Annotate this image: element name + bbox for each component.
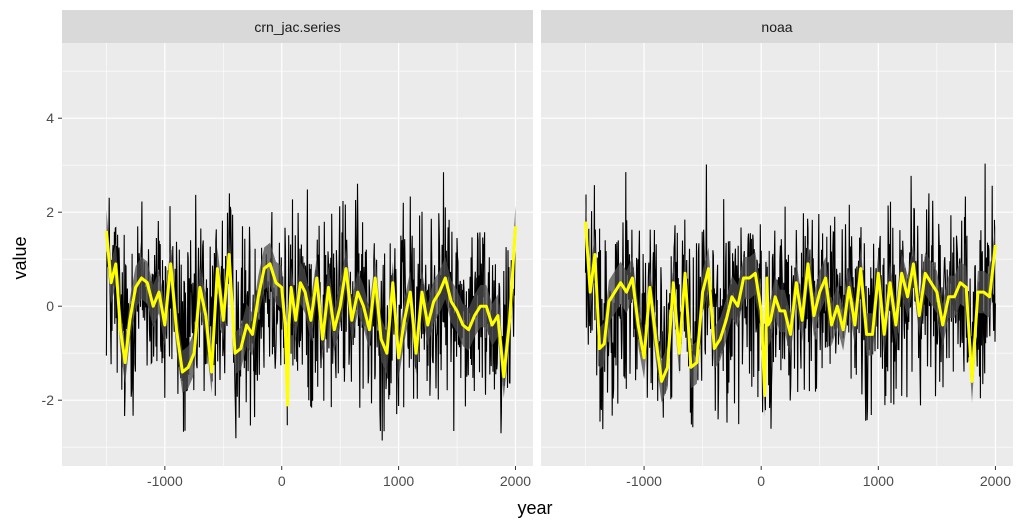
facet-strip-label: noaa bbox=[761, 19, 792, 35]
y-axis-title: value bbox=[10, 236, 30, 279]
y-tick-label: 4 bbox=[46, 110, 54, 126]
facet-strip bbox=[62, 10, 533, 43]
x-tick-label: -1000 bbox=[626, 473, 662, 489]
x-axis-left-panel: -1000 0 1000 2000 bbox=[147, 466, 531, 489]
facet-strip-label: crn_jac.series bbox=[254, 19, 340, 35]
x-tick-label: 0 bbox=[278, 473, 286, 489]
y-tick-label: -2 bbox=[42, 392, 55, 408]
smoothed-series-line bbox=[104, 226, 517, 407]
x-tick-label: 1000 bbox=[863, 473, 894, 489]
smoothed-series-line bbox=[584, 221, 997, 397]
facet-panel-noaa: noaa bbox=[541, 10, 1013, 466]
x-tick-label: 2000 bbox=[500, 473, 531, 489]
panel-data-layer bbox=[584, 163, 997, 430]
facet-panel-crn-jac-series: crn_jac.series bbox=[62, 10, 533, 466]
panel-data-layer bbox=[104, 172, 517, 441]
x-axis-title: year bbox=[517, 498, 552, 518]
y-tick-label: 0 bbox=[46, 298, 54, 314]
y-tick-label: 2 bbox=[46, 204, 54, 220]
x-axis-right-panel: -1000 0 1000 2000 bbox=[626, 466, 1011, 489]
x-tick-label: 2000 bbox=[980, 473, 1011, 489]
facet-strip bbox=[541, 10, 1013, 43]
y-axis: -2 0 2 4 bbox=[42, 110, 62, 408]
panel-background bbox=[541, 43, 1013, 466]
x-tick-label: 0 bbox=[757, 473, 765, 489]
x-tick-label: 1000 bbox=[383, 473, 414, 489]
x-tick-label: -1000 bbox=[147, 473, 183, 489]
